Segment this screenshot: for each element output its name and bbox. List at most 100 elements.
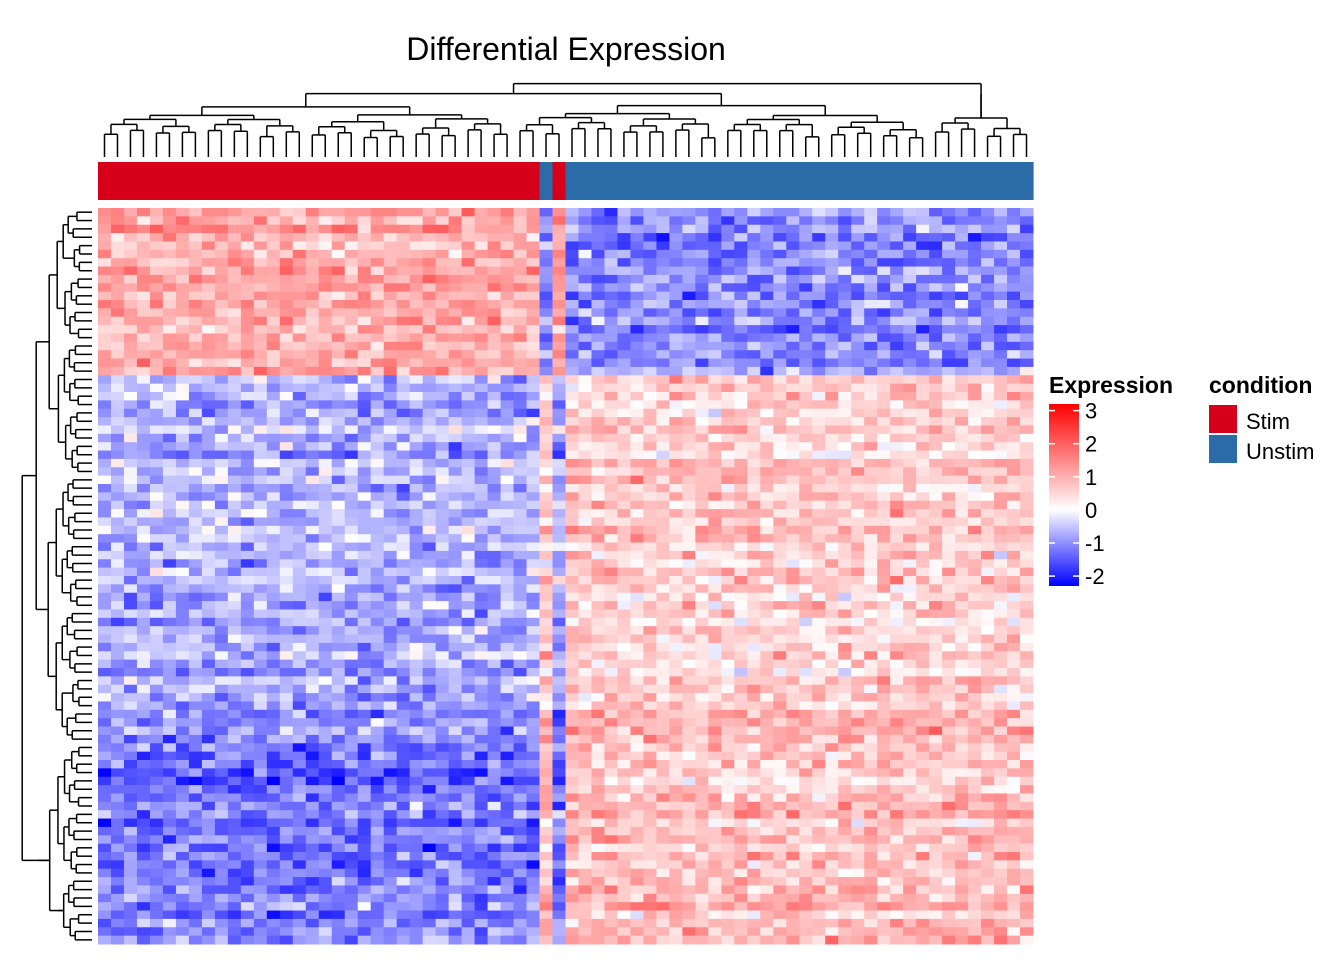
heatmap-cell bbox=[617, 291, 631, 301]
heatmap-cell bbox=[747, 433, 761, 443]
heatmap-cell bbox=[383, 659, 398, 669]
heatmap-cell bbox=[266, 617, 281, 627]
heatmap-cell bbox=[370, 567, 385, 577]
heatmap-cell bbox=[136, 701, 151, 711]
heatmap-cell bbox=[981, 366, 995, 376]
heatmap-cell bbox=[227, 333, 242, 343]
heatmap-cell bbox=[942, 701, 956, 711]
heatmap-cell bbox=[1020, 626, 1034, 636]
heatmap-cell bbox=[474, 584, 489, 594]
heatmap-cell bbox=[214, 433, 229, 443]
heatmap-cell bbox=[396, 693, 411, 702]
heatmap-cell bbox=[409, 316, 424, 326]
heatmap-cell bbox=[344, 316, 359, 326]
heatmap-cell bbox=[916, 550, 930, 560]
heatmap-cell bbox=[500, 458, 515, 468]
heatmap-cell bbox=[955, 642, 969, 652]
heatmap-cell bbox=[812, 208, 826, 217]
heatmap-cell bbox=[513, 433, 528, 443]
heatmap-cell bbox=[539, 484, 554, 493]
heatmap-cell bbox=[461, 693, 476, 702]
heatmap-cell bbox=[227, 550, 242, 560]
heatmap-cell bbox=[643, 233, 657, 242]
heatmap-cell bbox=[474, 659, 489, 669]
heatmap-cell bbox=[812, 567, 826, 577]
heatmap-cell bbox=[721, 500, 735, 510]
heatmap-cell bbox=[799, 442, 813, 452]
heatmap-cell bbox=[110, 550, 125, 560]
heatmap-cell bbox=[331, 584, 346, 594]
heatmap-cell bbox=[838, 684, 852, 694]
heatmap-cell bbox=[643, 559, 657, 569]
heatmap-cell bbox=[695, 366, 709, 376]
annotation-cell bbox=[162, 162, 177, 200]
heatmap-cell bbox=[513, 233, 528, 242]
heatmap-cell bbox=[578, 433, 592, 443]
heatmap-cell bbox=[383, 701, 398, 711]
heatmap-cell bbox=[773, 350, 787, 360]
heatmap-cell bbox=[474, 450, 489, 460]
heatmap-cell bbox=[1020, 517, 1034, 527]
heatmap-cell bbox=[500, 634, 515, 644]
heatmap-cell bbox=[877, 517, 891, 527]
heatmap-cell bbox=[799, 316, 813, 326]
heatmap-cell bbox=[812, 467, 826, 477]
heatmap-cell bbox=[851, 291, 865, 301]
heatmap-cell bbox=[188, 617, 203, 627]
heatmap-cell bbox=[1020, 274, 1034, 284]
heatmap-cell bbox=[357, 383, 372, 393]
heatmap-cell bbox=[253, 509, 268, 518]
heatmap-cell bbox=[851, 208, 865, 217]
heatmap-cell bbox=[526, 542, 541, 552]
heatmap-cell bbox=[838, 576, 852, 585]
heatmap-cell bbox=[604, 425, 618, 435]
heatmap-cell bbox=[877, 308, 891, 318]
heatmap-cell bbox=[526, 216, 541, 226]
heatmap-cell bbox=[422, 366, 437, 376]
heatmap-cell bbox=[370, 442, 385, 452]
heatmap-cell bbox=[409, 693, 424, 702]
heatmap-cell bbox=[643, 350, 657, 360]
heatmap-cell bbox=[266, 651, 281, 661]
heatmap-cell bbox=[318, 475, 333, 485]
heatmap-cell bbox=[682, 634, 696, 644]
annotation-cell bbox=[838, 162, 852, 200]
heatmap-cell bbox=[383, 668, 398, 677]
heatmap-cell bbox=[396, 341, 411, 351]
heatmap-cell bbox=[773, 308, 787, 318]
heatmap-cell bbox=[747, 484, 761, 493]
heatmap-cell bbox=[279, 668, 294, 677]
heatmap-cell bbox=[1007, 467, 1021, 477]
heatmap-cell bbox=[188, 433, 203, 443]
heatmap-cell bbox=[513, 534, 528, 544]
heatmap-cell bbox=[279, 676, 294, 686]
heatmap-cell bbox=[318, 375, 333, 385]
heatmap-cell bbox=[175, 550, 190, 560]
annotation-cell bbox=[864, 162, 878, 200]
heatmap-cell bbox=[851, 492, 865, 502]
heatmap-cell bbox=[461, 634, 476, 644]
heatmap-cell bbox=[526, 525, 541, 535]
heatmap-cell bbox=[955, 609, 969, 619]
heatmap-cell bbox=[565, 484, 579, 493]
heatmap-cell bbox=[162, 609, 177, 619]
heatmap-cell bbox=[98, 668, 112, 677]
heatmap-cell bbox=[149, 291, 164, 301]
heatmap-cell bbox=[604, 233, 618, 242]
heatmap-cell bbox=[253, 316, 268, 326]
heatmap-cell bbox=[760, 274, 774, 284]
heatmap-cell bbox=[1007, 584, 1021, 594]
heatmap-cell bbox=[461, 233, 476, 242]
heatmap-cell bbox=[240, 442, 255, 452]
heatmap-cell bbox=[98, 450, 112, 460]
heatmap-cell bbox=[149, 425, 164, 435]
heatmap-cell bbox=[474, 408, 489, 418]
heatmap-cell bbox=[149, 534, 164, 544]
annotation-cell bbox=[812, 162, 826, 200]
heatmap-cell bbox=[422, 542, 437, 552]
heatmap-cell bbox=[253, 308, 268, 318]
heatmap-cell bbox=[123, 576, 138, 585]
heatmap-cell bbox=[344, 567, 359, 577]
heatmap-cell bbox=[305, 208, 320, 217]
heatmap-cell bbox=[214, 642, 229, 652]
